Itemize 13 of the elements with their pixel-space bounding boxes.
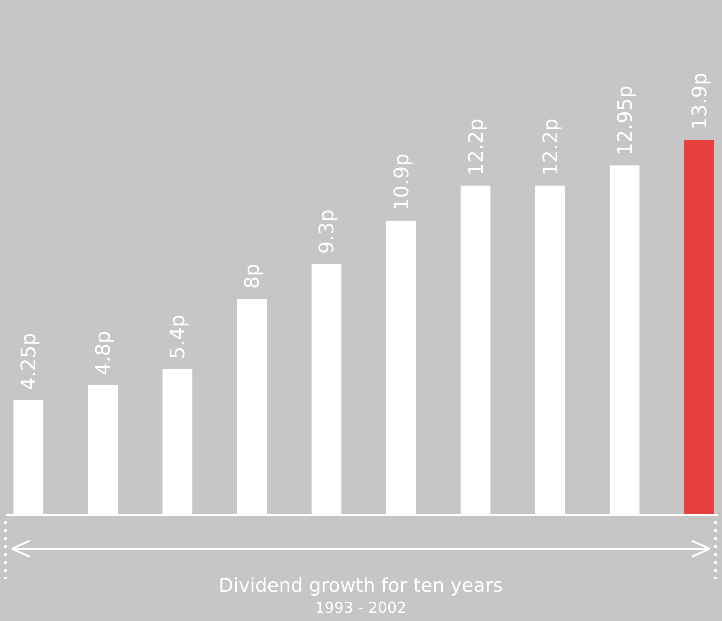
data-label: 9.3p <box>314 210 339 254</box>
data-label: 5.4p <box>166 314 190 360</box>
data-label: 10.9p <box>389 154 414 211</box>
data-label: 13.9p <box>687 72 712 130</box>
bar <box>684 140 714 515</box>
data-label: 4.8p <box>91 330 116 376</box>
x-axis-title: Dividend growth for ten years <box>218 575 504 597</box>
data-label: 12.95p <box>612 86 637 156</box>
text: 1993 - 2002 <box>315 599 407 617</box>
data-label: 4.25p <box>16 333 41 390</box>
data-label: 12.2p <box>464 118 488 176</box>
data-label: 12.2p <box>538 118 562 176</box>
data-label: 8p <box>240 264 264 290</box>
